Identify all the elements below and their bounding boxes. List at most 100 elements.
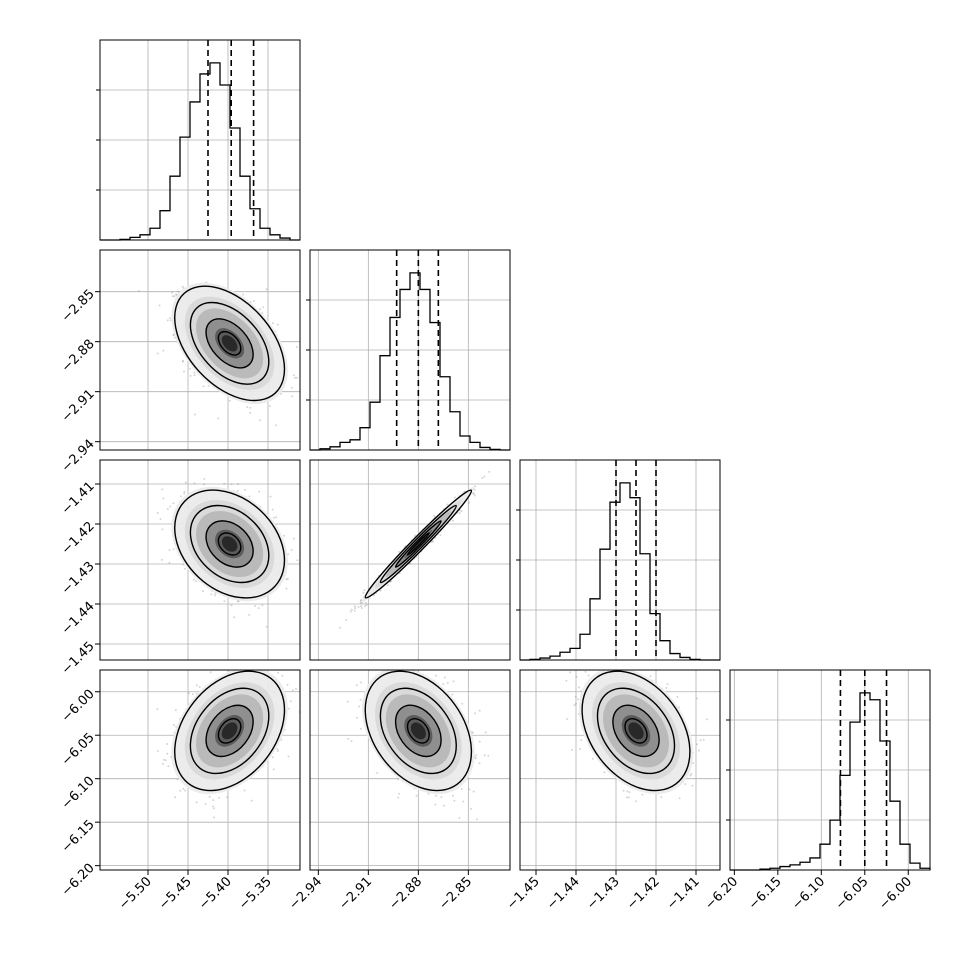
scatter-point: [233, 616, 235, 618]
scatter-point: [481, 477, 483, 479]
scatter-point: [297, 559, 299, 561]
scatter-point: [433, 515, 435, 517]
scatter-point: [159, 305, 161, 307]
scatter-point: [286, 588, 288, 590]
scatter-point: [172, 502, 174, 504]
scatter-point: [354, 605, 356, 607]
scatter-point: [171, 292, 173, 294]
scatter-point: [294, 377, 296, 379]
scatter-point: [446, 504, 448, 506]
scatter-point: [157, 512, 159, 514]
scatter-point: [157, 353, 159, 355]
scatter-point: [454, 497, 456, 499]
scatter-point: [162, 350, 164, 352]
scatter-point: [237, 483, 239, 485]
scatter-point: [365, 602, 367, 604]
scatter-point: [387, 584, 389, 586]
scatter-point: [177, 291, 179, 293]
scatter-point: [182, 788, 184, 790]
scatter-point: [194, 374, 196, 376]
scatter-point: [183, 491, 185, 493]
scatter-point: [350, 611, 352, 613]
scatter-point: [259, 419, 261, 421]
scatter-point: [483, 476, 485, 478]
scatter-point: [169, 549, 171, 551]
scatter-point: [272, 509, 274, 511]
scatter-point: [189, 368, 191, 370]
scatter-point: [459, 512, 461, 514]
scatter-point: [138, 290, 140, 292]
scatter-point: [473, 493, 475, 495]
scatter-point: [229, 400, 231, 402]
scatter-point: [269, 405, 271, 407]
scatter-point: [174, 796, 176, 798]
scatter-point: [249, 407, 251, 409]
scatter-point: [249, 412, 251, 414]
scatter-point: [161, 559, 163, 561]
panel-content-0-3: [147, 645, 311, 818]
scatter-point: [259, 308, 261, 310]
scatter-point: [188, 692, 190, 694]
scatter-point: [272, 322, 274, 324]
scatter-point: [440, 534, 442, 536]
scatter-point: [258, 607, 260, 609]
scatter-point: [193, 372, 195, 374]
scatter-point: [194, 414, 196, 416]
scatter-point: [345, 619, 347, 621]
scatter-point: [167, 319, 169, 321]
scatter-point: [223, 600, 225, 602]
scatter-point: [183, 493, 185, 495]
scatter-point: [161, 488, 163, 490]
scatter-point: [172, 334, 174, 336]
scatter-point: [291, 387, 293, 389]
scatter-point: [194, 483, 196, 485]
scatter-point: [293, 538, 295, 540]
scatter-point: [254, 605, 256, 607]
scatter-point: [253, 300, 255, 302]
scatter-point: [231, 604, 233, 606]
scatter-point: [183, 371, 185, 373]
scatter-point: [273, 517, 275, 519]
scatter-point: [380, 590, 382, 592]
scatter-point: [474, 495, 476, 497]
scatter-point: [184, 568, 186, 570]
scatter-point: [262, 306, 264, 308]
scatter-point: [339, 627, 341, 629]
scatter-point: [468, 502, 470, 504]
scatter-point: [360, 602, 362, 604]
scatter-point: [275, 424, 277, 426]
scatter-point: [366, 604, 368, 606]
scatter-point: [258, 491, 260, 493]
scatter-point: [354, 610, 356, 612]
scatter-point: [203, 385, 205, 387]
scatter-point: [214, 594, 216, 596]
scatter-point: [217, 417, 219, 419]
scatter-point: [291, 395, 293, 397]
scatter-point: [244, 489, 246, 491]
scatter-point: [195, 580, 197, 582]
scatter-point: [169, 506, 171, 508]
histogram-0: [100, 63, 300, 240]
scatter-point: [296, 377, 298, 379]
scatter-point: [182, 361, 184, 363]
scatter-point: [242, 294, 244, 296]
scatter-point: [172, 295, 174, 297]
scatter-point: [249, 495, 251, 497]
scatter-point: [193, 579, 195, 581]
scatter-point: [461, 510, 463, 512]
scatter-point: [202, 590, 204, 592]
scatter-point: [180, 495, 182, 497]
scatter-point: [246, 406, 248, 408]
scatter-point: [162, 528, 164, 530]
scatter-point: [364, 605, 366, 607]
scatter-point: [162, 497, 164, 499]
scatter-point: [300, 367, 302, 369]
scatter-point: [169, 317, 171, 319]
scatter-point: [173, 548, 175, 550]
scatter-point: [266, 288, 268, 290]
scatter-point: [270, 496, 272, 498]
scatter-point: [167, 508, 169, 510]
scatter-point: [358, 606, 360, 608]
